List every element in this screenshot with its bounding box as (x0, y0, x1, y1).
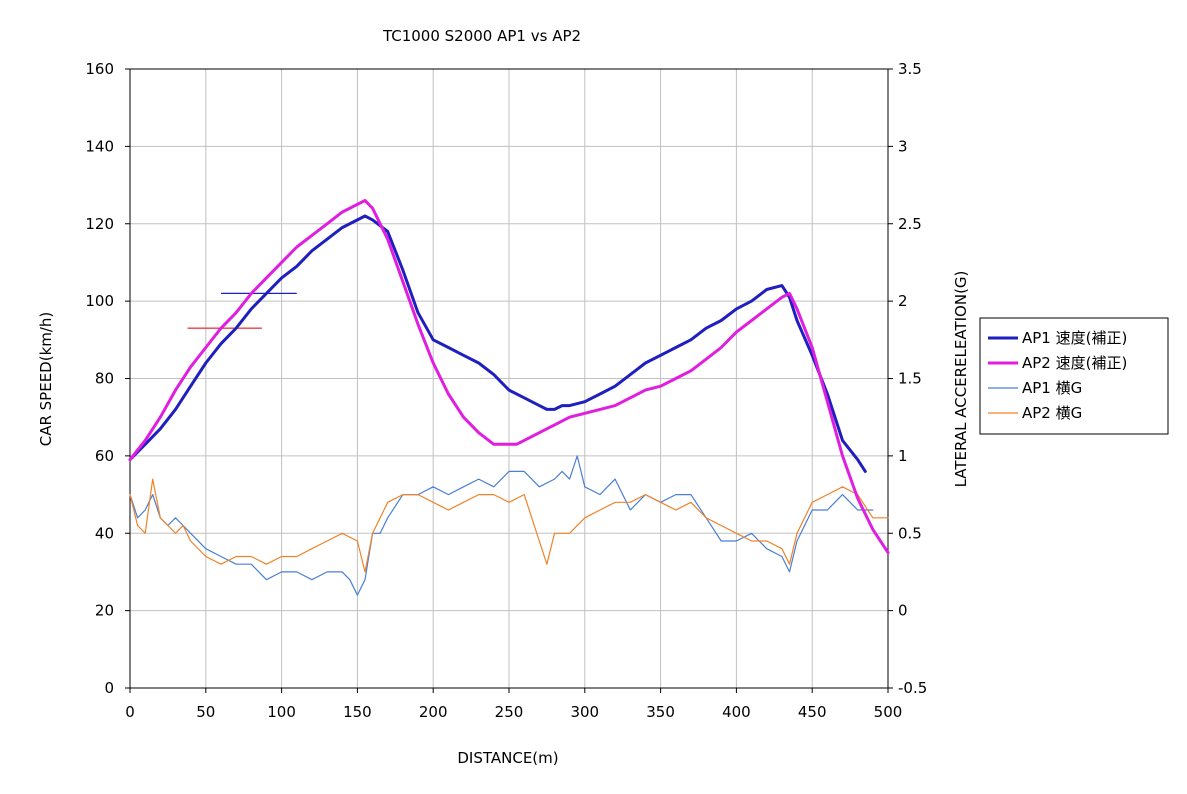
chart-title: TC1000 S2000 AP1 vs AP2 (382, 27, 581, 45)
x-tick-label: 100 (267, 703, 296, 721)
legend: AP1 速度(補正) AP2 速度(補正) AP1 横G AP2 横G (979, 317, 1169, 435)
series-line-1 (128, 214, 867, 473)
y-tick-label: 120 (85, 215, 114, 233)
y2-tick-label: 3 (898, 137, 908, 155)
y2-tick-label: -0.5 (898, 679, 927, 697)
y2-axis-title: LATERAL ACCERELEATION(G) (952, 271, 970, 488)
y2-tick-label: 2 (898, 292, 908, 310)
x-tick-label: 50 (196, 703, 215, 721)
x-tick-label: 450 (798, 703, 827, 721)
y-tick-label: 80 (95, 370, 114, 388)
x-tick-label: 150 (343, 703, 372, 721)
x-tick-label: 250 (495, 703, 524, 721)
x-tick-label: 400 (722, 703, 751, 721)
series-line-4 (129, 478, 889, 573)
y2-tick-label: 0.5 (898, 524, 922, 542)
y2-tick-label: 1 (898, 447, 908, 465)
y2-tick-label: 1.5 (898, 370, 922, 388)
x-axis-title: DISTANCE(m) (457, 749, 558, 767)
y-tick-label: 20 (95, 602, 114, 620)
y-axis-title: CAR SPEED(km/h) (37, 312, 55, 447)
legend-label: AP1 横G (1022, 379, 1082, 397)
y-tick-label: 60 (95, 447, 114, 465)
y-tick-label: 0 (104, 679, 114, 697)
series-lines (128, 199, 890, 596)
y-tick-label: 100 (85, 292, 114, 310)
grid (125, 68, 893, 693)
series-line-2 (128, 199, 890, 555)
x-tick-label: 300 (570, 703, 599, 721)
y-tick-label: 40 (95, 524, 114, 542)
legend-label: AP1 速度(補正) (1022, 329, 1127, 347)
y2-tick-label: 3.5 (898, 60, 922, 78)
x-tick-label: 0 (125, 703, 135, 721)
y2-tick-label: 2.5 (898, 215, 922, 233)
x-tick-label: 200 (419, 703, 448, 721)
x-tick-label: 350 (646, 703, 675, 721)
y2-tick-label: 0 (898, 602, 908, 620)
x-tick-label: 500 (874, 703, 903, 721)
tick-labels: 0 20 40 60 80 100 120 140 160 -0.5 0 0.5 1 1.5 2 2.5 3 3.… (85, 60, 927, 721)
series-line-3 (129, 455, 874, 596)
y-tick-label: 140 (85, 137, 114, 155)
legend-label: AP2 速度(補正) (1022, 354, 1127, 372)
y-tick-label: 160 (85, 60, 114, 78)
reference-lines (187, 292, 297, 329)
plot-frame (129, 68, 889, 689)
legend-label: AP2 横G (1022, 404, 1082, 422)
